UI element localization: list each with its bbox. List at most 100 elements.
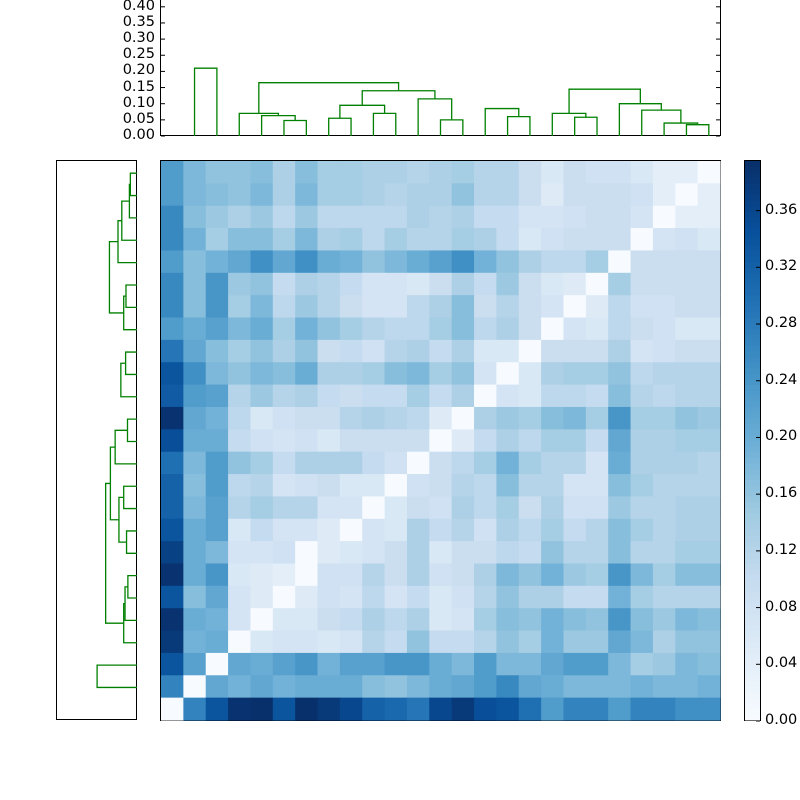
heatmap-cell <box>250 585 274 609</box>
colorbar-gradient <box>745 161 760 722</box>
heatmap-cell <box>205 451 229 475</box>
heatmap-cell <box>652 652 676 676</box>
heatmap-cell <box>317 608 341 632</box>
heatmap-cell <box>451 675 475 699</box>
heatmap-cell <box>541 205 565 229</box>
heatmap-cell <box>183 228 207 252</box>
heatmap-cell <box>384 362 408 386</box>
heatmap-cell <box>652 630 676 654</box>
heatmap-cell <box>317 384 341 408</box>
heatmap-cell <box>272 675 296 699</box>
heatmap-cell <box>652 228 676 252</box>
heatmap-cell <box>272 228 296 252</box>
heatmap-cell <box>429 697 453 721</box>
heatmap-cell <box>451 272 475 296</box>
heatmap-cell <box>608 161 632 184</box>
heatmap-cell <box>205 205 229 229</box>
heatmap-cell <box>205 429 229 453</box>
heatmap-cell <box>429 541 453 565</box>
heatmap-cell <box>429 384 453 408</box>
dendrogram-link <box>114 429 137 465</box>
heatmap-cell <box>272 295 296 319</box>
heatmap-cell <box>496 429 520 453</box>
heatmap-cell <box>474 228 497 252</box>
heatmap-cell <box>541 608 565 632</box>
heatmap-cell <box>675 675 699 699</box>
heatmap-cell <box>563 474 587 497</box>
heatmap-cell <box>295 272 319 296</box>
heatmap-cell <box>339 608 363 632</box>
heatmap-cell <box>630 161 654 184</box>
heatmap-cell <box>608 585 632 609</box>
heatmap-cell <box>228 608 252 632</box>
top-dendrogram-panel <box>160 0 721 137</box>
heatmap-cell <box>652 675 676 699</box>
heatmap-cell <box>406 161 430 184</box>
heatmap-cell <box>362 272 386 296</box>
heatmap-cell <box>518 362 542 386</box>
heatmap-cell <box>675 295 699 319</box>
heatmap-cell <box>406 697 430 721</box>
heatmap-cell <box>362 317 386 341</box>
heatmap-cell <box>451 205 475 229</box>
heatmap-cell <box>675 339 699 363</box>
heatmap-cell <box>205 496 229 520</box>
heatmap-cell <box>496 384 520 408</box>
heatmap-cell <box>205 585 229 609</box>
heatmap-cell <box>161 608 184 632</box>
heatmap-cell <box>295 675 319 699</box>
heatmap-cell <box>161 652 184 676</box>
heatmap-cell <box>518 183 542 207</box>
heatmap-cell <box>541 183 565 207</box>
heatmap-cell <box>183 496 207 520</box>
heatmap-cell <box>250 362 274 386</box>
heatmap-cell <box>429 608 453 632</box>
heatmap-cell <box>183 406 207 430</box>
heatmap-cell <box>406 362 430 386</box>
heatmap-cell <box>339 205 363 229</box>
heatmap-cell <box>362 518 386 542</box>
heatmap-cell <box>183 272 207 296</box>
heatmap-cell <box>451 630 475 654</box>
heatmap-cell <box>317 496 341 520</box>
heatmap-cell <box>697 384 721 408</box>
heatmap-cell <box>384 295 408 319</box>
heatmap-cell <box>295 339 319 363</box>
heatmap-cell <box>541 339 565 363</box>
heatmap-cell <box>317 474 341 497</box>
heatmap-cell <box>384 429 408 453</box>
dendrogram-link <box>126 418 137 443</box>
heatmap-cell <box>697 496 721 520</box>
heatmap-cell <box>339 295 363 319</box>
heatmap-cell <box>451 563 475 587</box>
heatmap-cell <box>228 362 252 386</box>
heatmap-cell <box>295 652 319 676</box>
heatmap-cell <box>339 630 363 654</box>
heatmap-cell <box>496 295 520 319</box>
heatmap-cell <box>406 406 430 430</box>
heatmap-cell <box>406 496 430 520</box>
heatmap-cell <box>362 496 386 520</box>
heatmap-cell <box>272 339 296 363</box>
heatmap-cell <box>228 384 252 408</box>
heatmap-cell <box>563 518 587 542</box>
dendrogram-link <box>484 107 520 136</box>
heatmap-cell <box>563 272 587 296</box>
heatmap-cell <box>250 474 274 497</box>
heatmap-cell <box>541 384 565 408</box>
heatmap-cell <box>451 250 475 274</box>
heatmap-cell <box>697 228 721 252</box>
dendrogram-link <box>124 586 137 622</box>
dendrogram-link <box>506 115 531 136</box>
colorbar-tick-label: 0.04 <box>765 655 798 672</box>
dendrogram-link <box>123 485 137 510</box>
heatmap-cell <box>541 228 565 252</box>
heatmap-cell <box>451 585 475 609</box>
colorbar-tick-label: 0.20 <box>765 428 798 445</box>
heatmap-cell <box>451 384 475 408</box>
heatmap-cell <box>518 250 542 274</box>
heatmap-cell <box>183 339 207 363</box>
heatmap-cell <box>630 295 654 319</box>
heatmap-cell <box>429 183 453 207</box>
heatmap-cell <box>161 630 184 654</box>
